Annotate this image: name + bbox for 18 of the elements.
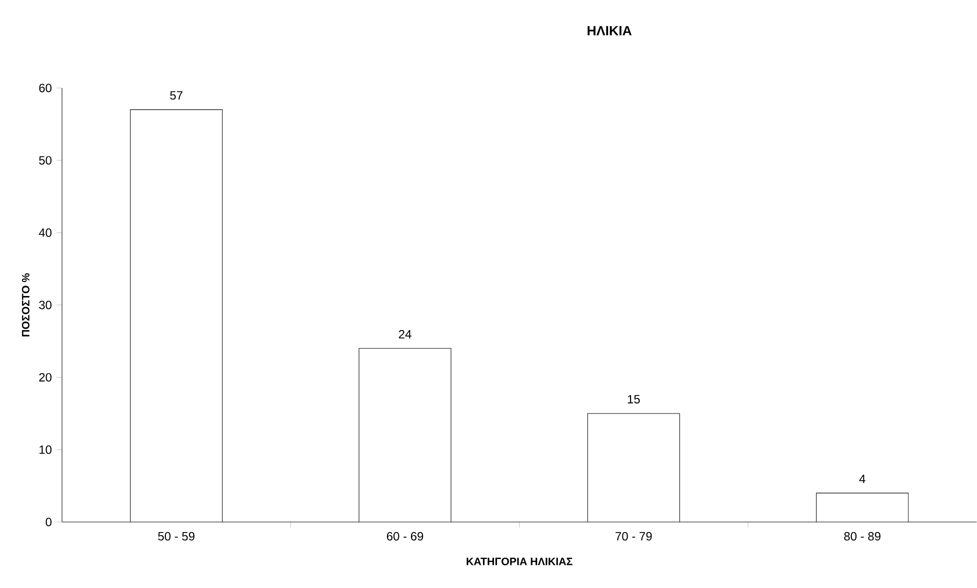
x-axis-title: ΚΑΤΗΓΟΡΙΑ ΗΛΙΚΙΑΣ <box>466 558 572 566</box>
data-label: 15 <box>628 395 640 404</box>
x-tick-label: 50 - 59 <box>158 532 194 541</box>
y-axis-title: ΠΟΣΟΣΤΟ % <box>22 273 30 336</box>
x-tick-label: 60 - 69 <box>386 532 424 541</box>
y-tick-label: 60 <box>39 84 52 92</box>
x-tick-label: 80 - 89 <box>844 532 880 541</box>
y-tick-label: 10 <box>40 445 52 454</box>
data-label: 57 <box>170 91 182 100</box>
data-label: 24 <box>398 330 412 338</box>
y-tick-label: 30 <box>39 300 52 310</box>
y-tick-label: 40 <box>38 228 52 237</box>
y-tick-label: 0 <box>46 518 52 526</box>
y-tick-label: 50 <box>39 156 52 165</box>
y-tick-label: 20 <box>39 373 52 382</box>
data-label: 4 <box>859 474 866 484</box>
x-tick-label: 70 - 79 <box>616 532 652 541</box>
chart-title: ΗΛΙΚΙΑ <box>588 26 632 36</box>
